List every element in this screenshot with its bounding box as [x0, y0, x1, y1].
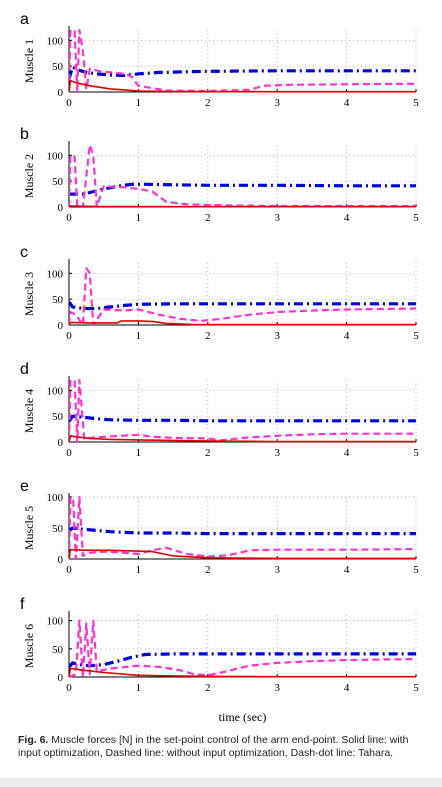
x-tick-label: 5 — [413, 682, 419, 694]
panel-letter: f — [20, 596, 25, 613]
x-tick-label: 1 — [136, 97, 142, 109]
figure-caption: Fig. 6. Muscle forces [N] in the set-poi… — [18, 734, 430, 760]
x-tick-label: 3 — [274, 97, 280, 109]
tahara-line — [69, 300, 416, 311]
x-tick-label: 1 — [136, 330, 142, 342]
tahara-line — [69, 65, 416, 80]
x-tick-label: 2 — [205, 682, 211, 694]
y-tick-label: 50 — [52, 523, 64, 535]
with-input-optimization-line — [69, 548, 416, 560]
x-tick-label: 0 — [66, 212, 72, 224]
x-tick-label: 5 — [413, 212, 419, 224]
y-tick-label: 100 — [47, 385, 64, 397]
panel-letter: d — [20, 361, 29, 378]
x-tick-label: 2 — [205, 97, 211, 109]
y-tick-label: 100 — [47, 268, 64, 280]
x-tick-label: 4 — [344, 330, 350, 342]
with-input-optimization-line — [69, 320, 416, 326]
x-axis-label: time (sec) — [219, 710, 267, 724]
y-axis-label: Muscle 5 — [22, 506, 36, 550]
x-tick-label: 3 — [274, 564, 280, 576]
caption-text: Muscle forces [N] in the set-point contr… — [18, 734, 409, 759]
x-tick-label: 4 — [344, 212, 350, 224]
tahara-line — [69, 526, 416, 536]
page-footer-band — [0, 778, 442, 787]
y-axis-label: Muscle 4 — [22, 389, 36, 433]
y-tick-label: 50 — [52, 411, 64, 423]
x-tick-label: 4 — [344, 97, 350, 109]
y-axis-label: Muscle 6 — [22, 624, 36, 668]
x-tick-label: 3 — [274, 330, 280, 342]
without-input-optimization-line — [69, 143, 416, 208]
with-input-optimization-line — [69, 205, 416, 208]
x-tick-label: 5 — [413, 447, 419, 459]
x-tick-label: 3 — [274, 447, 280, 459]
x-tick-label: 0 — [66, 97, 72, 109]
y-axis-label: Muscle 2 — [22, 154, 36, 198]
x-tick-label: 4 — [344, 682, 350, 694]
tahara-line — [69, 414, 416, 423]
x-tick-label: 5 — [413, 330, 419, 342]
x-tick-label: 2 — [205, 330, 211, 342]
x-tick-label: 2 — [205, 564, 211, 576]
x-tick-label: 0 — [66, 330, 72, 342]
x-tick-label: 3 — [274, 682, 280, 694]
without-input-optimization-line — [69, 378, 416, 443]
x-tick-label: 4 — [344, 564, 350, 576]
panel-letter: b — [20, 126, 29, 143]
with-input-optimization-line — [69, 435, 416, 443]
x-tick-label: 4 — [344, 447, 350, 459]
with-input-optimization-line — [69, 667, 416, 678]
y-tick-label: 0 — [58, 672, 64, 684]
x-tick-label: 0 — [66, 682, 72, 694]
x-tick-label: 3 — [274, 212, 280, 224]
without-input-optimization-line — [69, 619, 416, 678]
x-tick-label: 1 — [136, 564, 142, 576]
with-input-optimization-line — [69, 79, 416, 93]
x-tick-label: 1 — [136, 212, 142, 224]
y-tick-label: 50 — [52, 644, 64, 656]
y-tick-label: 0 — [58, 554, 64, 566]
x-tick-label: 2 — [205, 212, 211, 224]
y-axis-label: Muscle 1 — [22, 39, 36, 83]
y-tick-label: 100 — [47, 150, 64, 162]
x-tick-label: 5 — [413, 564, 419, 576]
y-tick-label: 100 — [47, 616, 64, 628]
without-input-optimization-line — [69, 267, 416, 326]
y-tick-label: 50 — [52, 294, 64, 306]
y-tick-label: 50 — [52, 176, 64, 188]
x-tick-label: 1 — [136, 447, 142, 459]
y-axis-label: Muscle 3 — [22, 272, 36, 316]
tahara-line — [69, 182, 416, 196]
panel-letter: e — [20, 478, 29, 495]
y-tick-label: 0 — [58, 202, 64, 214]
y-tick-label: 0 — [58, 320, 64, 332]
x-tick-label: 2 — [205, 447, 211, 459]
y-tick-label: 100 — [47, 35, 64, 47]
panel-letter: a — [20, 11, 29, 28]
without-input-optimization-line — [69, 28, 416, 93]
x-tick-label: 0 — [66, 447, 72, 459]
tahara-line — [69, 652, 416, 668]
caption-label: Fig. 6. — [18, 734, 49, 746]
x-tick-label: 5 — [413, 97, 419, 109]
y-tick-label: 0 — [58, 87, 64, 99]
panel-letter: c — [20, 244, 28, 261]
y-tick-label: 100 — [47, 492, 64, 504]
x-tick-label: 0 — [66, 564, 72, 576]
y-tick-label: 50 — [52, 61, 64, 73]
y-tick-label: 0 — [58, 437, 64, 449]
x-tick-label: 1 — [136, 682, 142, 694]
